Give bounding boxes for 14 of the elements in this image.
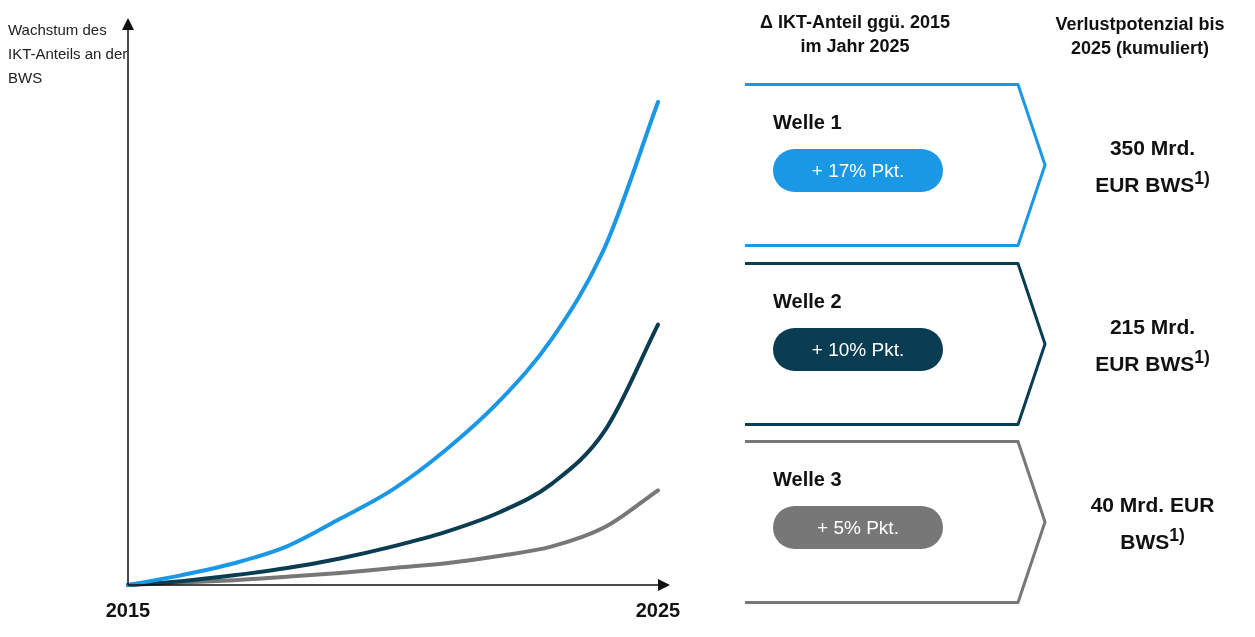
text: + 5% Pkt. xyxy=(773,506,943,549)
text: Verlustpotenzial bis 2025 (kumuliert) xyxy=(1054,13,1226,60)
x-tick-label: 2025 xyxy=(635,598,681,621)
x-tick-label: 2015 xyxy=(105,598,151,621)
text: + 17% Pkt. xyxy=(773,149,943,192)
text: Welle 1 xyxy=(773,111,842,134)
text: Welle 2 xyxy=(773,290,842,313)
text: + 10% Pkt. xyxy=(773,328,943,371)
text: 215 Mrd. EUR BWS$^{1)}$ xyxy=(1094,314,1211,377)
text: Δ IKT-Anteil ggü. 2015 im Jahr 2025 xyxy=(759,11,951,58)
text: 350 Mrd. EUR BWS$^{1)}$ xyxy=(1094,135,1211,198)
text: Welle 3 xyxy=(773,468,842,491)
y-axis-title: Wachstum des IKT-Anteils an der BWS xyxy=(8,20,128,88)
text: 40 Mrd. EUR BWS$^{1)}$ xyxy=(1090,492,1215,555)
